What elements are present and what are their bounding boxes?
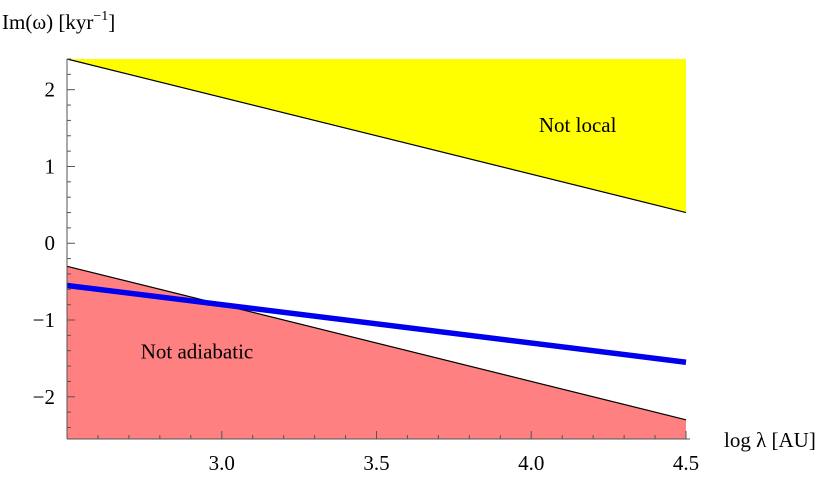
x-tick-label: 3.5 — [363, 451, 389, 475]
y-tick-label: 0 — [45, 231, 56, 255]
y-axis-title: Im(ω) [kyr−1] — [2, 9, 115, 34]
upper-boundary-line — [66, 58, 687, 214]
x-tick-label: 3.0 — [209, 451, 235, 475]
y-tick-label: 1 — [45, 154, 56, 178]
not-local-label: Not local — [539, 113, 617, 137]
growth-rate-line — [66, 282, 687, 365]
x-axis-title: log λ [AU] — [724, 428, 816, 452]
not-adiabatic-region — [67, 266, 686, 439]
not-adiabatic-label: Not adiabatic — [141, 339, 254, 363]
y-tick-label: −1 — [33, 308, 55, 332]
y-tick-label: 2 — [45, 78, 56, 102]
y-tick-label: −2 — [33, 385, 55, 409]
x-tick-label: 4.0 — [518, 451, 544, 475]
lower-boundary-line — [66, 265, 687, 421]
x-tick-label: 4.5 — [673, 451, 699, 475]
